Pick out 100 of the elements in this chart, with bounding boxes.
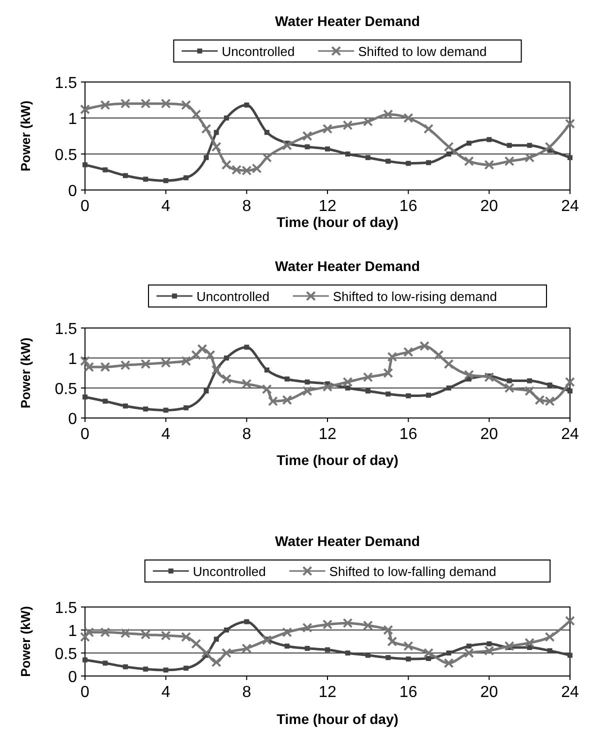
point [191, 350, 202, 360]
point [304, 144, 310, 150]
point [100, 100, 110, 110]
point [383, 368, 394, 378]
legend-label: Uncontrolled [196, 289, 270, 304]
x-tick-label: 24 [561, 426, 579, 443]
point [464, 370, 474, 380]
point [406, 160, 411, 166]
y-tick-label: 1 [68, 623, 78, 640]
point [102, 660, 108, 666]
point [214, 130, 219, 135]
point [426, 656, 432, 662]
point [284, 376, 290, 382]
point [386, 655, 391, 660]
x-tick-label: 8 [242, 426, 252, 443]
point [282, 140, 292, 150]
point [282, 627, 292, 638]
point [506, 142, 512, 148]
y-tick-label: 1 [68, 111, 78, 128]
point [140, 630, 151, 640]
point [244, 619, 250, 624]
legend-label: Uncontrolled [192, 564, 266, 579]
point [568, 652, 572, 658]
point [80, 356, 90, 366]
point [322, 382, 332, 392]
point [362, 116, 373, 127]
legend-label: Shifted to low-rising demand [332, 289, 497, 304]
point [304, 380, 310, 384]
point [282, 395, 292, 405]
point [504, 383, 514, 393]
point [211, 142, 222, 152]
point [426, 160, 432, 166]
point [163, 178, 168, 184]
y-axis-title: Power (kW) [18, 338, 33, 408]
x-axis-title: Time (hour of day) [276, 711, 398, 727]
point [120, 628, 130, 638]
point [211, 657, 222, 668]
x-tick-label: 16 [399, 198, 418, 215]
point [204, 388, 209, 394]
y-tick-label: 0.5 [54, 381, 78, 398]
point [302, 131, 312, 141]
y-tick-label: 0 [68, 669, 78, 686]
point [362, 372, 373, 382]
point [506, 378, 512, 384]
point [100, 627, 110, 638]
point [221, 374, 232, 384]
point [403, 113, 414, 123]
chart-title: Water Heater Demand [275, 533, 420, 549]
point [434, 350, 444, 360]
point [464, 156, 474, 166]
legend-label: Uncontrolled [222, 44, 295, 59]
point [102, 167, 108, 172]
x-tick-label: 4 [161, 684, 170, 701]
point [181, 632, 192, 642]
y-tick-label: 0 [68, 183, 78, 200]
point [84, 627, 94, 638]
x-tick-label: 24 [561, 198, 579, 215]
point [565, 118, 575, 129]
y-tick-label: 1.5 [54, 600, 78, 617]
point [221, 160, 232, 170]
x-tick-label: 12 [318, 426, 336, 443]
point [345, 650, 350, 656]
y-axis-title: Power (kW) [18, 100, 33, 172]
x-tick-label: 8 [242, 684, 252, 701]
point [387, 352, 398, 362]
point [284, 644, 290, 649]
point [446, 650, 452, 656]
point [424, 648, 434, 658]
point [466, 644, 472, 649]
point [184, 666, 189, 671]
point [244, 344, 250, 350]
x-tick-label: 16 [399, 426, 418, 443]
point [184, 405, 189, 410]
point [406, 656, 411, 662]
point [163, 408, 168, 413]
point [262, 635, 272, 646]
x-tick-label: 16 [399, 684, 418, 701]
point [322, 619, 332, 630]
point [102, 398, 108, 404]
point [544, 142, 555, 152]
point [524, 386, 535, 396]
point [304, 646, 310, 651]
point [544, 632, 555, 642]
point [242, 643, 252, 654]
point [224, 116, 229, 120]
point [365, 388, 370, 394]
point [143, 666, 148, 672]
point [120, 98, 130, 109]
point [122, 173, 128, 178]
x-tick-label: 20 [480, 198, 498, 215]
point [444, 658, 454, 668]
point [264, 368, 270, 372]
x-tick-label: 20 [480, 426, 498, 443]
point [191, 638, 202, 649]
point [420, 341, 430, 351]
point [181, 356, 192, 366]
point [504, 156, 514, 166]
point [242, 378, 252, 389]
y-axis-title: Power (kW) [18, 606, 33, 677]
point [122, 404, 128, 408]
